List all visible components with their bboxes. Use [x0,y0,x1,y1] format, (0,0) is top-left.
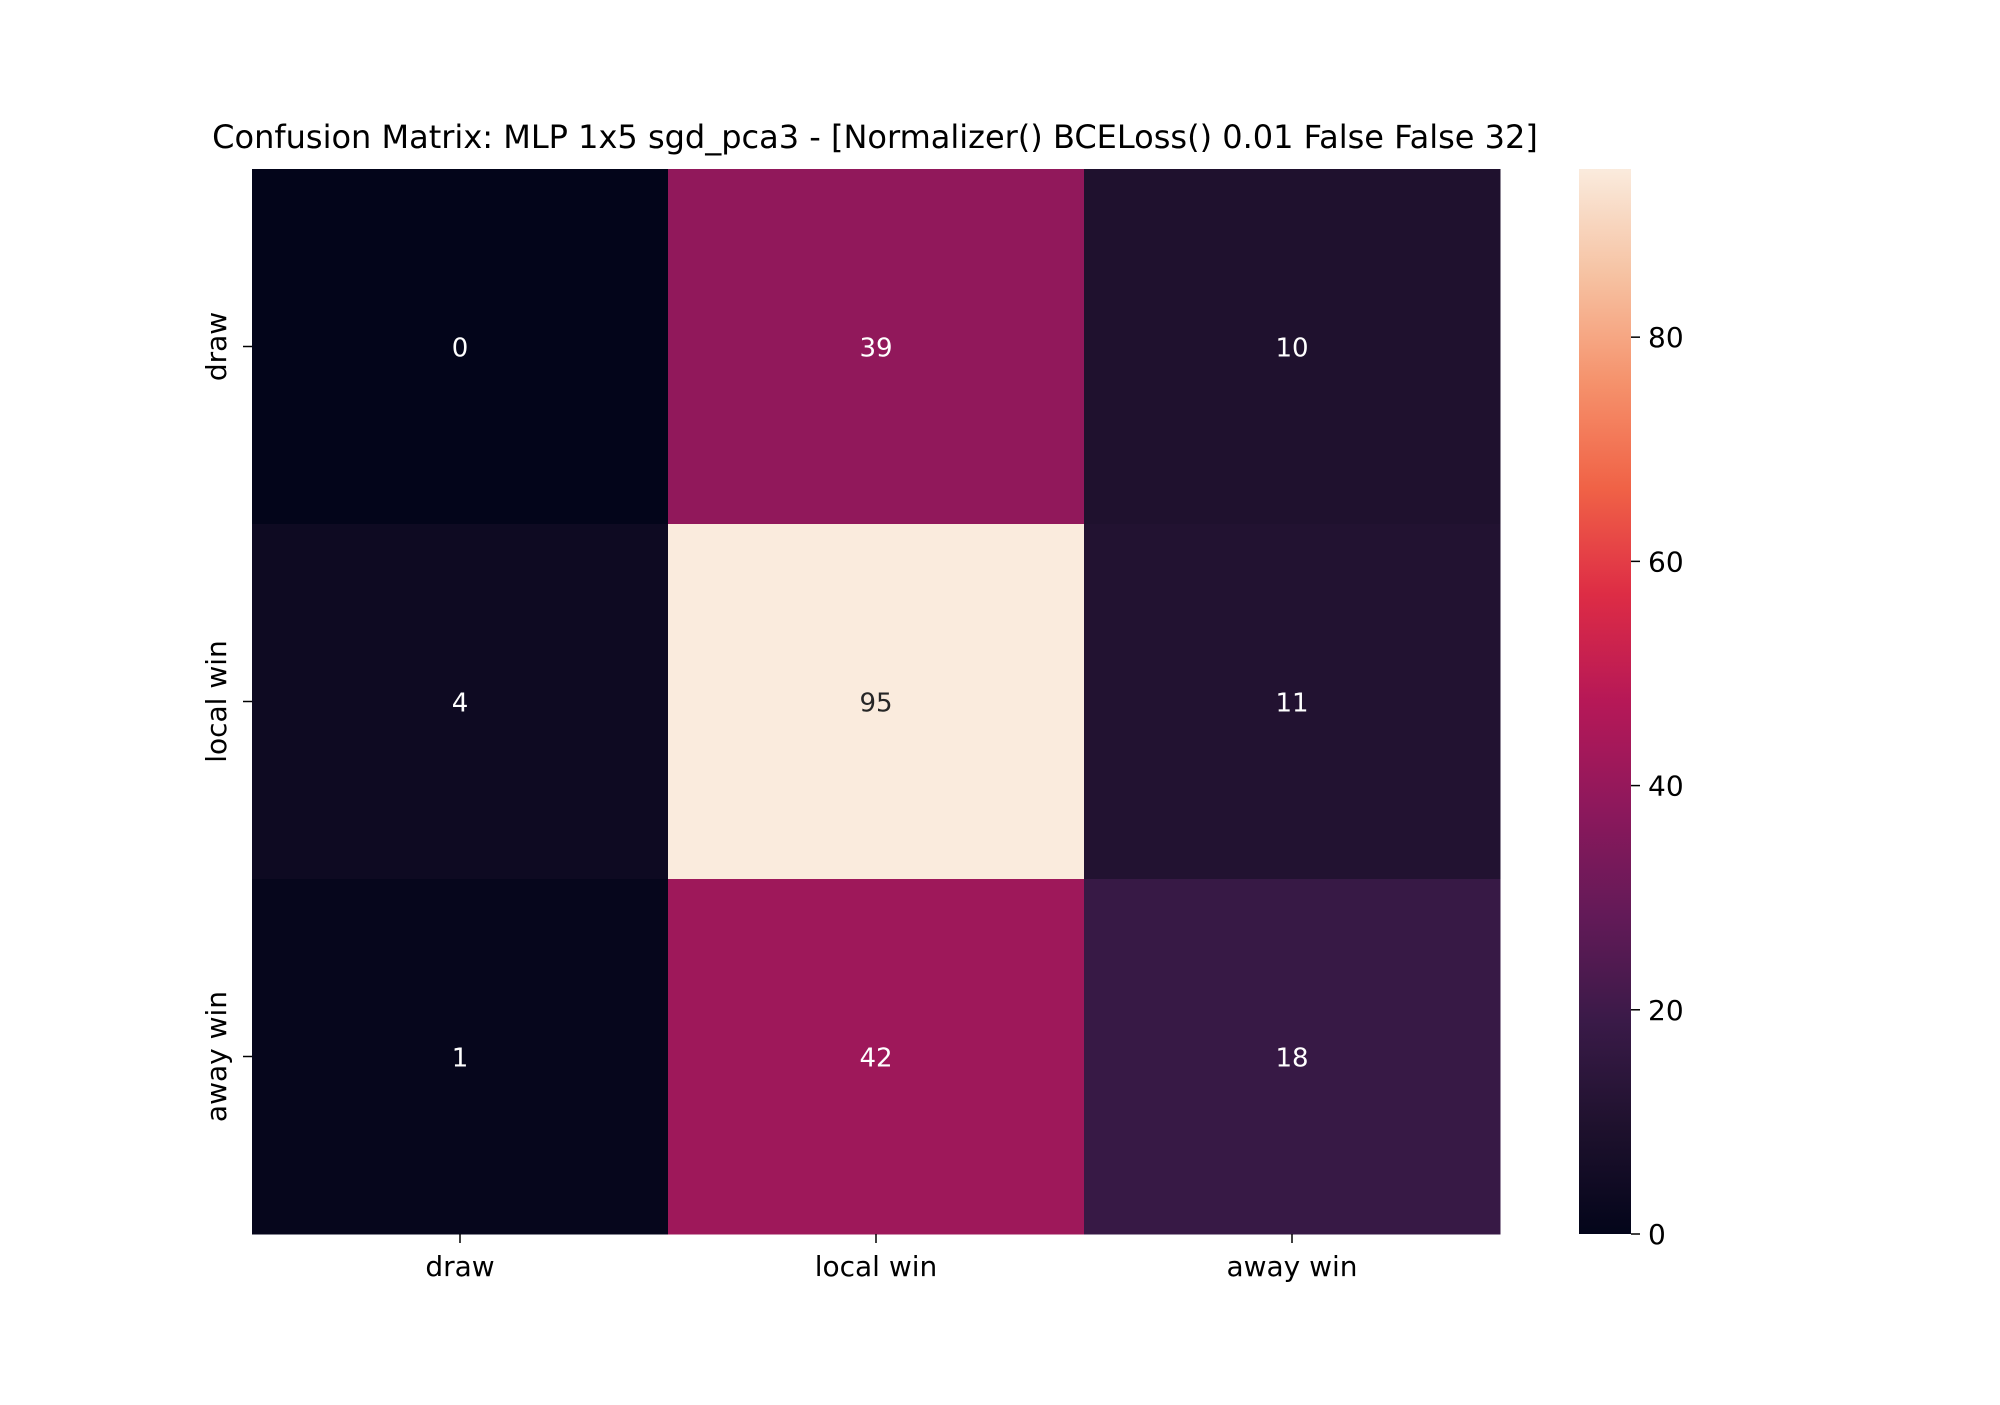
cell-value-label: 4 [452,689,469,719]
cell-value-label: 95 [859,689,892,719]
colorbar-tick-label: 40 [1648,770,1684,803]
cell-value-label: 11 [1275,689,1308,719]
y-tick-label: draw [200,312,233,381]
heatmap-cell [668,524,1085,880]
cell-value-label: 10 [1275,334,1308,364]
colorbar-tick-label: 60 [1648,545,1684,578]
x-tick-label: draw [425,1250,494,1283]
x-tick-label: away win [1226,1250,1357,1283]
heatmap-cells [252,169,1501,1235]
y-tick-label: away win [200,991,233,1122]
x-tick-label: local win [815,1250,938,1283]
heatmap-cell [1084,879,1501,1235]
x-axis: draw local win away win [425,1234,1358,1283]
cell-annotations: 0 39 104 95 111 42 18 [452,334,1309,1074]
heatmap-cell [1084,169,1501,525]
colorbar-tick-label: 20 [1648,994,1684,1027]
colorbar-gradient [1579,169,1631,1234]
heatmap-cell [252,879,669,1235]
colorbar-tick-label: 0 [1648,1218,1666,1251]
y-tick-label: local win [200,640,233,763]
colorbar: 0 20 40 60 80 [1579,169,1684,1251]
cell-value-label: 18 [1275,1044,1308,1074]
cell-value-label: 0 [452,334,469,364]
cell-value-label: 39 [859,334,892,364]
cell-value-label: 1 [452,1044,469,1074]
heatmap-cell [252,169,669,525]
colorbar-tick-label: 80 [1648,321,1684,354]
cell-value-label: 42 [859,1044,892,1074]
heatmap-cell [668,879,1085,1235]
chart-title: Confusion Matrix: MLP 1x5 sgd_pca3 - [No… [212,118,1538,156]
heatmap-cell [1084,524,1501,880]
y-axis: draw local win away win [200,312,252,1122]
heatmap-cell [252,524,669,880]
heatmap-cell [668,169,1085,525]
